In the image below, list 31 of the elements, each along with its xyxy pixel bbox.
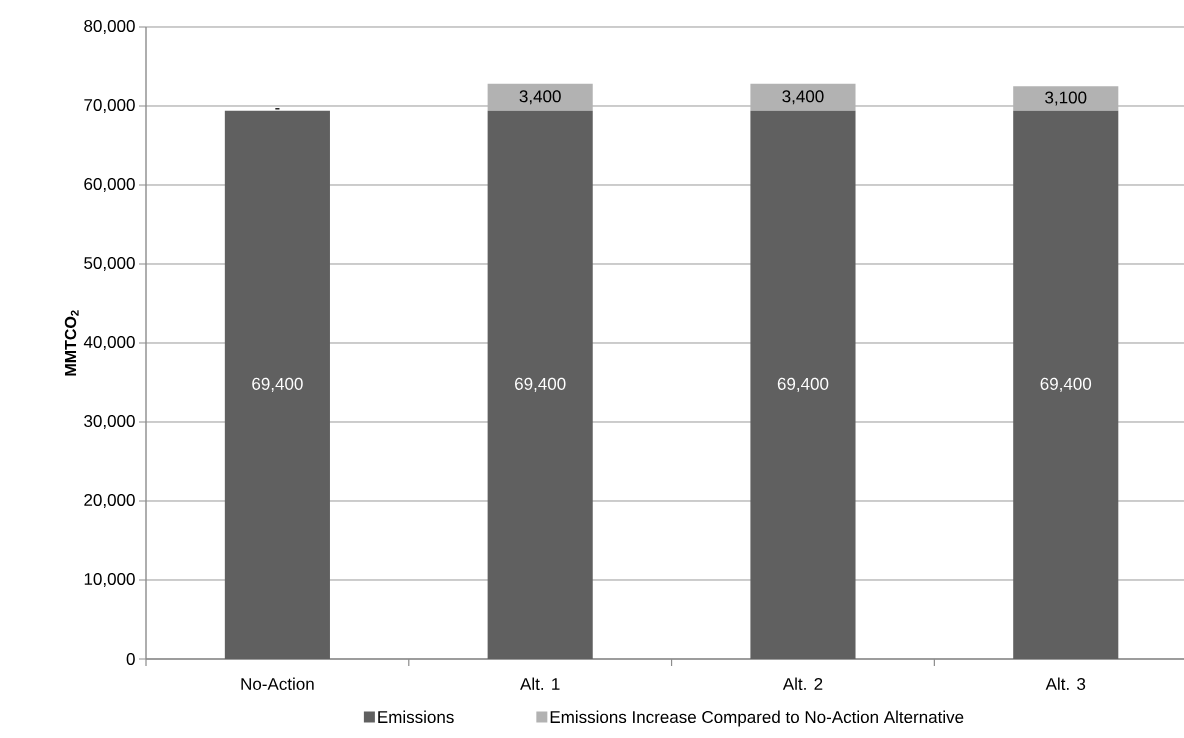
legend-label: Emissions: [378, 710, 454, 724]
y-tick-label: 30,000: [84, 414, 135, 430]
x-tick-label: Alt. 1: [520, 677, 560, 690]
data-label: 69,400: [515, 377, 566, 392]
y-axis-title: MMTCO$_{2}$: [64, 310, 79, 376]
data-label: 3,100: [1045, 91, 1087, 106]
data-label: 3,400: [519, 90, 561, 105]
data-label: 69,400: [252, 377, 303, 392]
x-tick-label: No-Action: [241, 677, 314, 691]
data-label: -: [275, 108, 280, 110]
y-tick-label: 70,000: [84, 98, 135, 114]
bar: [487, 83, 593, 111]
y-tick-label: 20,000: [84, 493, 135, 509]
bar: [1013, 110, 1119, 659]
legend-label: Emissions Increase Compared to No-Action Alternative: [550, 710, 964, 727]
y-tick-label: 60,000: [84, 177, 135, 193]
bar: [224, 110, 330, 659]
y-tick-label: 80,000: [84, 19, 135, 35]
bar: [750, 83, 856, 111]
bar: [487, 110, 593, 659]
data-label: 69,400: [777, 377, 829, 392]
x-tick-label: Alt. 2: [782, 677, 823, 690]
x-tick-label: Alt. 3: [1045, 677, 1086, 691]
data-label: 69,400: [1040, 377, 1092, 392]
y-tick-label: 0: [126, 652, 135, 666]
y-tick-label: 40,000: [83, 335, 135, 351]
bar: [750, 110, 856, 659]
y-tick-label: 50,000: [84, 256, 135, 272]
bar: [1013, 86, 1119, 111]
y-tick-label: 10,000: [84, 572, 135, 588]
data-label: 3,400: [782, 90, 824, 105]
